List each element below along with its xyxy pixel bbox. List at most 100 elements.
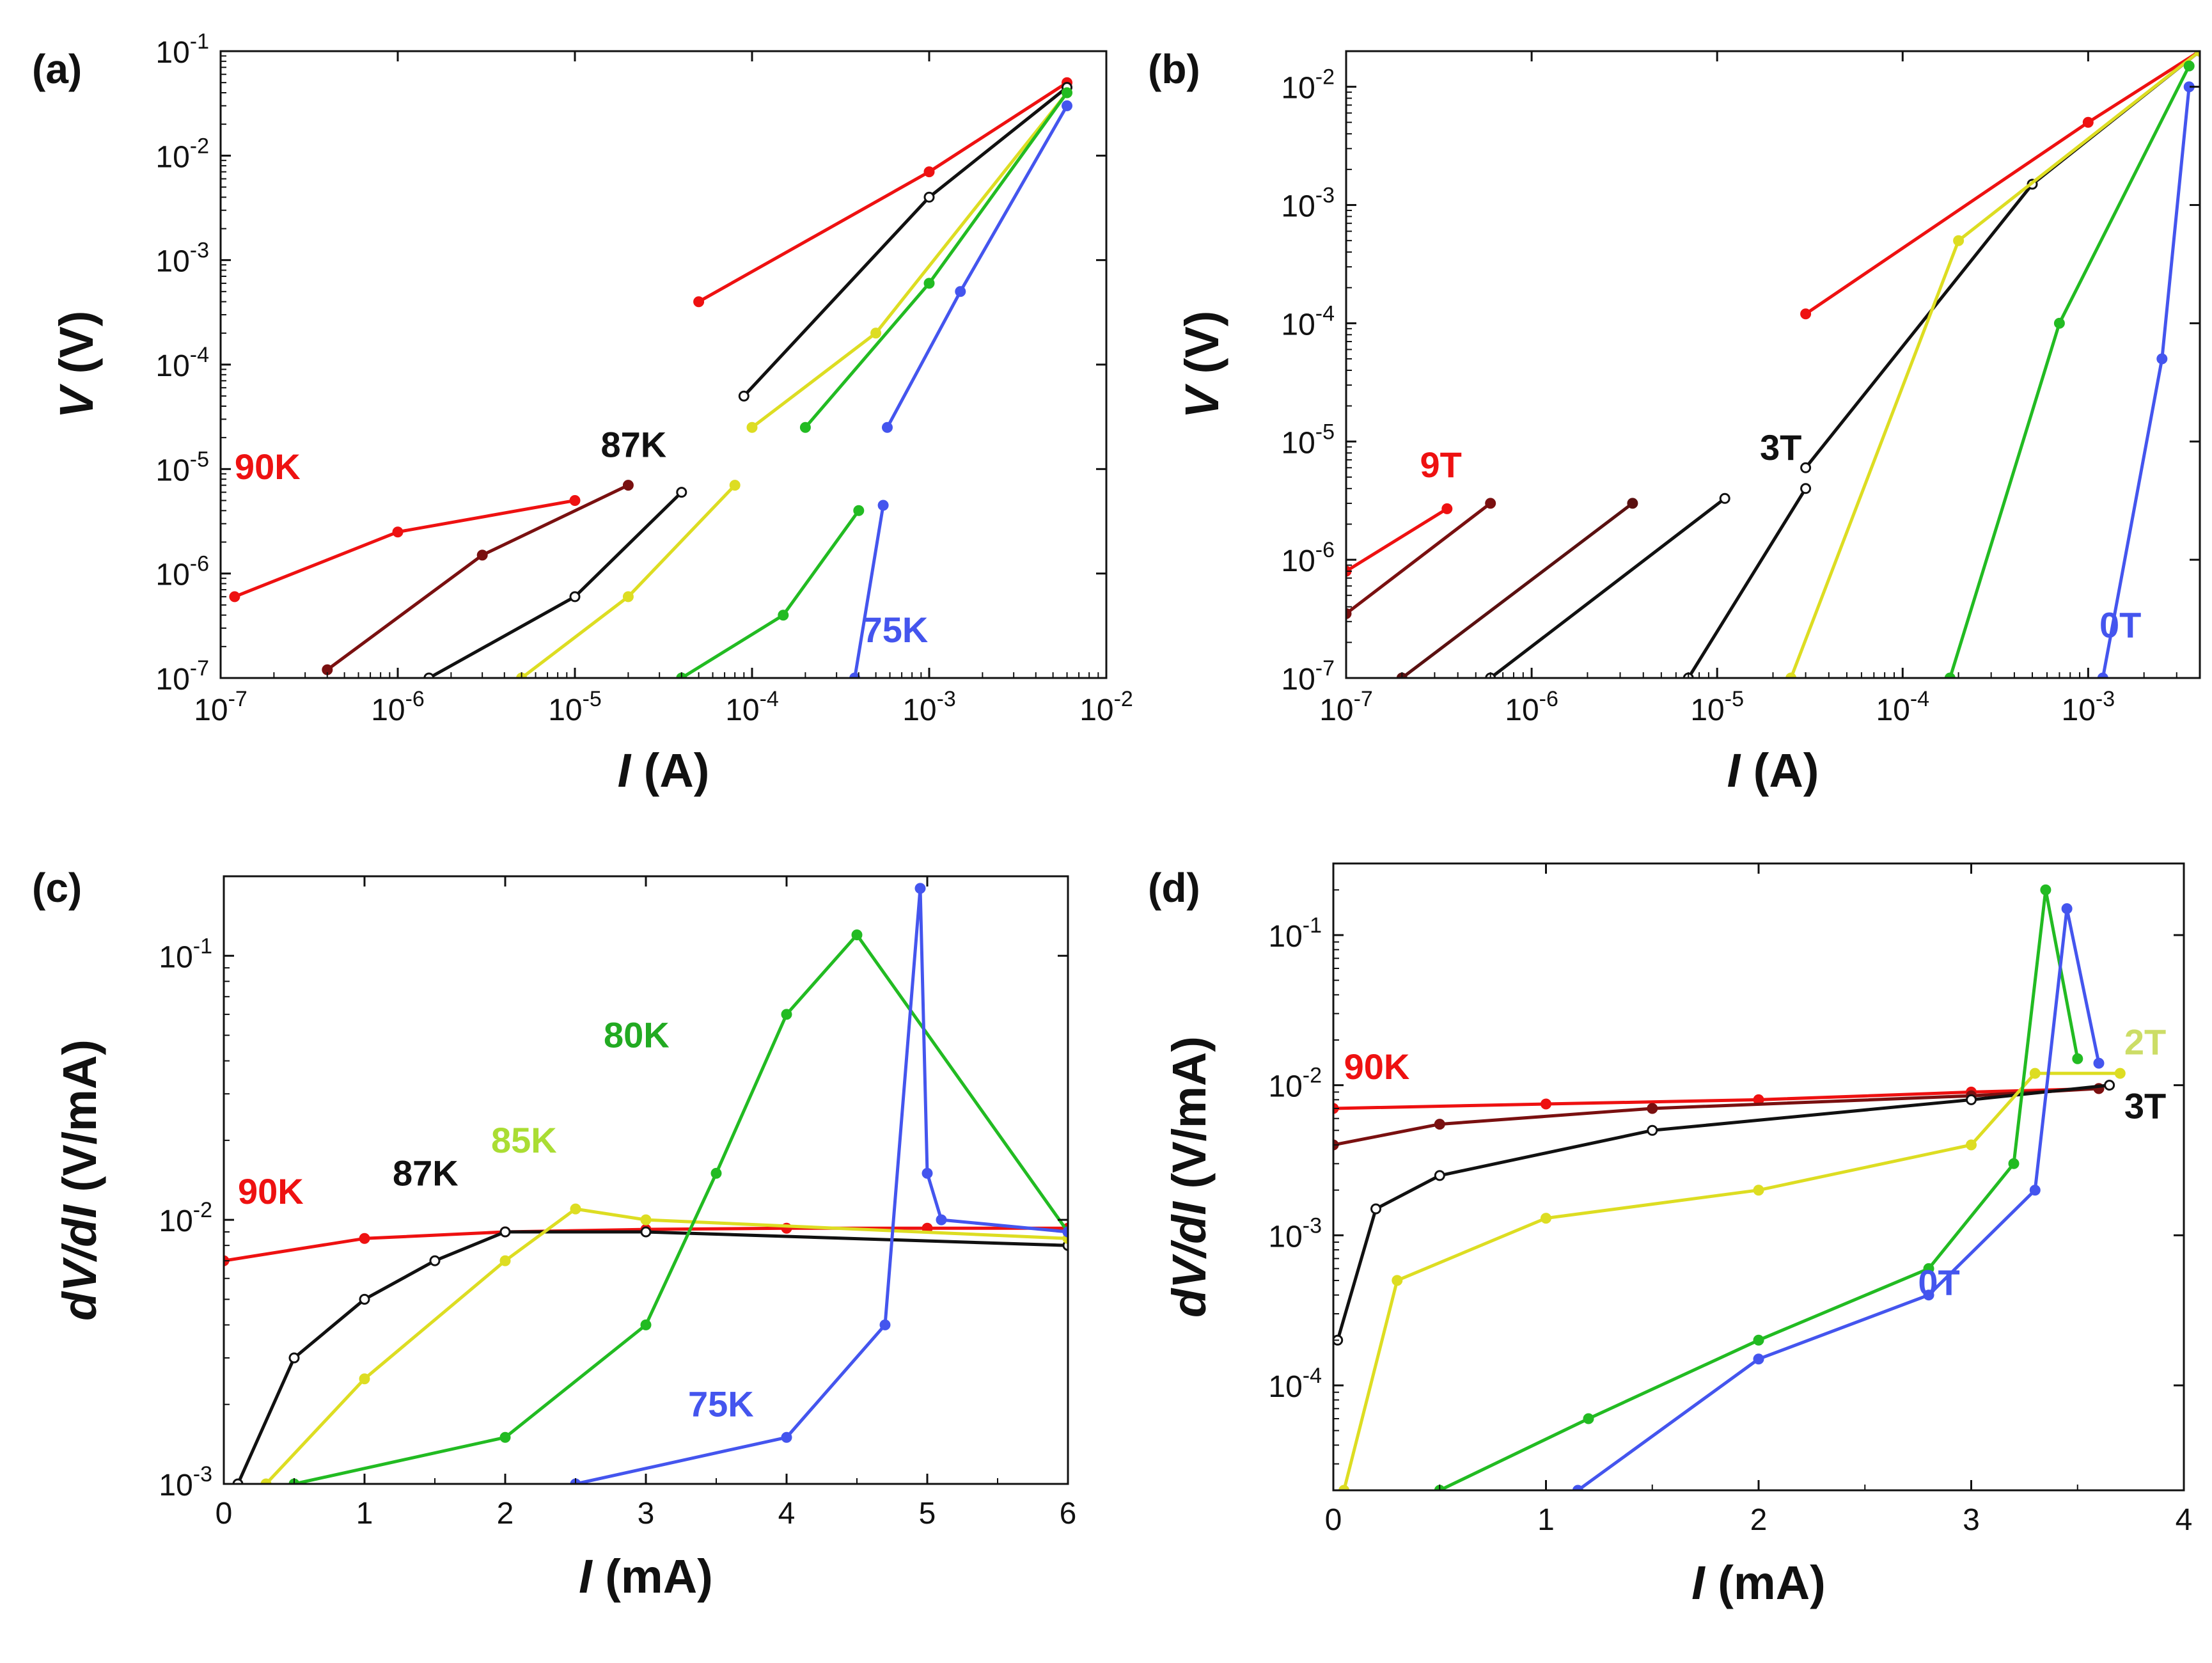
y-tick-label-0-base: 10 — [1268, 1370, 1302, 1404]
x-tick-label-4-base: 10 — [2062, 693, 2096, 727]
panel-label: (b) — [1148, 46, 1200, 92]
y-tick-label-2: 10-5 — [1281, 420, 1335, 460]
y-tick-label-1-exp: -6 — [1315, 538, 1335, 562]
series-group — [229, 77, 1072, 678]
series-point-6-1 — [923, 166, 935, 178]
series-point-4-5 — [936, 1214, 947, 1226]
x-tick-label-4: 10-3 — [2062, 687, 2115, 727]
series-point-4-3 — [1923, 1263, 1934, 1274]
x-tick-label-3-base: 10 — [725, 693, 759, 727]
series-point-3-3 — [710, 1167, 722, 1179]
series-point-3-2 — [729, 480, 741, 491]
series-point-1-4 — [499, 1226, 511, 1238]
series-point-3-5 — [851, 929, 863, 941]
y-tick-label-1-exp: -2 — [193, 1198, 212, 1222]
series-point-3-0 — [1338, 1485, 1350, 1490]
x-tick-label-3: 10-4 — [725, 687, 779, 727]
x-tick-label-2: 10-5 — [1690, 687, 1744, 727]
annotation-3T: 3T — [2124, 1086, 2166, 1126]
series-point-1-5 — [640, 1226, 652, 1238]
series-line-2 — [1400, 501, 1634, 678]
y-tick-label-3: 10-4 — [1281, 301, 1335, 342]
series-line-0 — [1346, 507, 1448, 573]
x-tick-label-5-base: 10 — [1079, 693, 1113, 727]
y-axis-title: dV/dI (V/mA) — [53, 1039, 106, 1321]
series-point-4-1 — [781, 1431, 792, 1443]
series-point-3-1 — [1719, 493, 1730, 504]
x-tick-label-4: 10-3 — [902, 687, 956, 727]
x-axis-title-symbol: I — [579, 1550, 593, 1603]
y-tick-label-3-base: 10 — [155, 349, 189, 383]
x-axis-title-unit: (mA) — [1705, 1556, 1826, 1609]
annotation-90K: 90K — [1344, 1046, 1410, 1087]
series-point-0-1 — [359, 1233, 370, 1244]
series-point-0-1 — [1441, 503, 1453, 514]
x-tick-label-1-exp: -6 — [1539, 687, 1558, 711]
x-tick-label-3-exp: -4 — [760, 687, 779, 711]
x-tick-label-4: 4 — [2176, 1503, 2193, 1537]
series-point-7-2 — [2194, 51, 2200, 57]
x-axis-title: I (A) — [1727, 744, 1819, 797]
x-tick-label-0: 0 — [1325, 1503, 1342, 1537]
y-tick-label-0: 10-7 — [1281, 656, 1335, 697]
series-point-2-3 — [570, 1203, 581, 1215]
x-axis-title-symbol: I — [1727, 744, 1741, 797]
x-tick-label-3-exp: -4 — [1910, 687, 1929, 711]
x-tick-label-4-exp: -3 — [937, 687, 956, 711]
y-tick-label-2-exp: -5 — [1315, 420, 1335, 444]
series-point-2-2 — [676, 487, 687, 498]
y-axis-title-symbol: dV/dI — [53, 1204, 106, 1321]
series-point-10-0 — [882, 422, 893, 433]
series-point-0-1 — [1541, 1098, 1551, 1110]
y-axis-title: V (V) — [1175, 311, 1228, 419]
y-tick-label-1-base: 10 — [155, 558, 189, 592]
y-axis-title: dV/dI (V/mA) — [1163, 1036, 1216, 1318]
y-tick-label-3-exp: -4 — [1315, 301, 1335, 326]
annotation-75K: 75K — [688, 1384, 754, 1424]
y-tick-label-2-base: 10 — [1281, 426, 1315, 460]
x-tick-label-2-exp: -5 — [583, 687, 602, 711]
y-tick-label-1-base: 10 — [159, 1204, 192, 1238]
series-point-7-0 — [1785, 672, 1797, 678]
y-tick-label-0-base: 10 — [1281, 663, 1315, 697]
series-point-4-6 — [1062, 1226, 1068, 1238]
panel-label: (c) — [32, 865, 82, 911]
series-point-9-2 — [1062, 87, 1072, 99]
y-tick-label-1-exp: -3 — [1303, 1213, 1322, 1238]
series-point-2-2 — [1434, 1170, 1445, 1181]
y-axis-title-symbol: V — [50, 383, 103, 418]
x-tick-label-3-base: 10 — [1876, 693, 1910, 727]
panel-c: 0 1 2 3 4 5 610-310-210-1I (mA)dV/dI (V/mA)(c)… — [32, 865, 1076, 1603]
series-point-1-1 — [476, 549, 488, 561]
x-tick-label-2: 2 — [497, 1497, 514, 1531]
y-tick-label-4-base: 10 — [155, 245, 189, 279]
x-tick-label-0: 10-7 — [194, 687, 247, 727]
annotation-90K: 90K — [235, 446, 301, 487]
series-point-5-3 — [2029, 1185, 2041, 1196]
annotation-90K: 90K — [238, 1171, 304, 1211]
series-point-5-1 — [2082, 116, 2094, 128]
x-tick-label-2-exp: -5 — [1725, 687, 1744, 711]
x-tick-label-5: 5 — [919, 1497, 936, 1531]
y-tick-label-2-exp: -5 — [190, 447, 209, 471]
panel-label: (a) — [32, 46, 82, 92]
series-point-1-1 — [1485, 498, 1496, 509]
series-point-5-0 — [1800, 308, 1812, 320]
series-point-8-1 — [2053, 317, 2065, 329]
x-axis-title: I (mA) — [579, 1550, 713, 1603]
series-point-9-1 — [923, 278, 935, 289]
y-tick-label-1: 10-3 — [1268, 1213, 1322, 1254]
series-point-2-1 — [569, 591, 581, 603]
series-point-2-1 — [1370, 1203, 1381, 1215]
series-line-3 — [1489, 497, 1726, 678]
series-point-3-3 — [1753, 1185, 1764, 1196]
y-axis-title-symbol: dV/dI — [1163, 1201, 1216, 1318]
series-point-4-1 — [1583, 1413, 1594, 1424]
series-point-1-3 — [429, 1255, 441, 1266]
y-tick-label-3-exp: -1 — [1303, 913, 1322, 938]
series-point-7-0 — [738, 390, 749, 402]
series-point-5-2 — [1923, 1289, 1934, 1301]
series-point-3-2 — [1541, 1213, 1551, 1224]
y-tick-label-0: 10-3 — [159, 1462, 212, 1502]
x-tick-label-1: 10-6 — [1505, 687, 1558, 727]
